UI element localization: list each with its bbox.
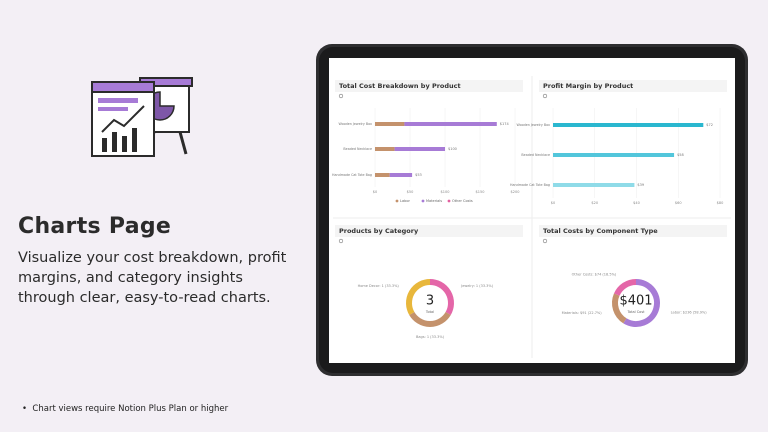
bar-segment <box>404 122 497 126</box>
x-tick-label: $40 <box>633 201 640 205</box>
y-tick-label: Wooden Jewelry Box <box>339 122 373 126</box>
panel-icon <box>338 238 344 244</box>
panel-header <box>539 225 727 237</box>
panel-icon <box>542 238 548 244</box>
segment-label: Bags: 1 (33.3%) <box>416 335 445 339</box>
hero-title: Charts Page <box>18 214 172 239</box>
donut-segment <box>409 311 451 327</box>
panel-header <box>335 225 523 237</box>
bar <box>553 183 635 187</box>
x-tick-label: $60 <box>675 201 682 205</box>
panel-title: Total Cost Breakdown by Product <box>339 82 461 90</box>
donut-segment <box>406 279 431 315</box>
panel-header <box>335 80 523 92</box>
y-tick-label: Handmade Cat Tote Bag <box>510 183 550 187</box>
bar-segment <box>375 122 405 126</box>
x-tick-label: $0 <box>373 190 377 194</box>
donut-center-value: $401 <box>619 294 652 309</box>
x-tick-label: $200 <box>511 190 520 194</box>
donut-center-value: 3 <box>426 294 434 309</box>
y-tick-label: Wooden Jewelry Box <box>517 123 551 127</box>
segment-label: Home Decor: 1 (33.3%) <box>358 284 400 288</box>
panel-icon <box>338 93 344 99</box>
legend-label: Materials <box>426 199 442 203</box>
hero-description: Visualize your cost breakdown, profit ma… <box>18 248 286 308</box>
value-label: $53 <box>415 173 422 177</box>
legend-swatch <box>421 199 425 203</box>
x-tick-label: $100 <box>441 190 450 194</box>
footnote-text: Chart views require Notion Plus Plan or … <box>32 404 229 414</box>
donut-segment <box>623 279 660 327</box>
bar-segment <box>394 147 445 151</box>
bar-segment <box>375 173 390 177</box>
y-tick-label: Beaded Necklace <box>343 147 372 151</box>
donut-segment <box>612 293 627 324</box>
x-tick-label: $80 <box>717 201 724 205</box>
segment-label: Other Costs: $74 (18.5%) <box>572 273 617 277</box>
legend-label: Other Costs <box>452 199 473 203</box>
segment-label: Materials: $91 (22.7%) <box>562 311 603 315</box>
value-label: $39 <box>637 183 644 187</box>
x-tick-label: $150 <box>476 190 485 194</box>
donut-segment <box>614 279 637 297</box>
description-line: Visualize your cost breakdown, profit <box>18 250 287 266</box>
legend-label: Labor <box>400 199 410 203</box>
segment-label: Labor: $236 (58.9%) <box>671 310 708 314</box>
bar-segment <box>389 173 413 177</box>
x-tick-label: $50 <box>407 190 414 194</box>
x-tick-label: $0 <box>551 201 555 205</box>
bar-segment <box>375 147 395 151</box>
panel-icon <box>542 93 548 99</box>
donut-center-label: Total <box>425 310 434 314</box>
donut-segment <box>429 279 454 315</box>
x-tick-label: $20 <box>591 201 598 205</box>
y-tick-label: Beaded Necklace <box>521 153 550 157</box>
panel-header <box>539 80 727 92</box>
y-tick-label: Handmade Cat Tote Bag <box>332 173 372 177</box>
value-label: $72 <box>706 123 713 127</box>
chart-icon <box>91 77 193 157</box>
segment-label: Jewelry: 1 (33.3%) <box>460 284 494 288</box>
description-line: through clear, easy-to-read charts. <box>18 290 271 306</box>
bar <box>553 123 704 127</box>
footnote: • Chart views require Notion Plus Plan o… <box>22 404 229 414</box>
legend-swatch <box>447 199 451 203</box>
value-label: $100 <box>448 147 457 151</box>
panel-title: Profit Margin by Product <box>543 82 633 90</box>
description-line: margins, and category insights <box>18 270 243 286</box>
bar <box>553 153 675 157</box>
value-label: $58 <box>677 153 684 157</box>
panel-title: Products by Category <box>339 227 419 235</box>
donut-center-label: Total Cost <box>626 310 645 314</box>
legend-swatch <box>395 199 399 203</box>
panel-title: Total Costs by Component Type <box>543 227 658 235</box>
value-label: $174 <box>500 122 510 126</box>
